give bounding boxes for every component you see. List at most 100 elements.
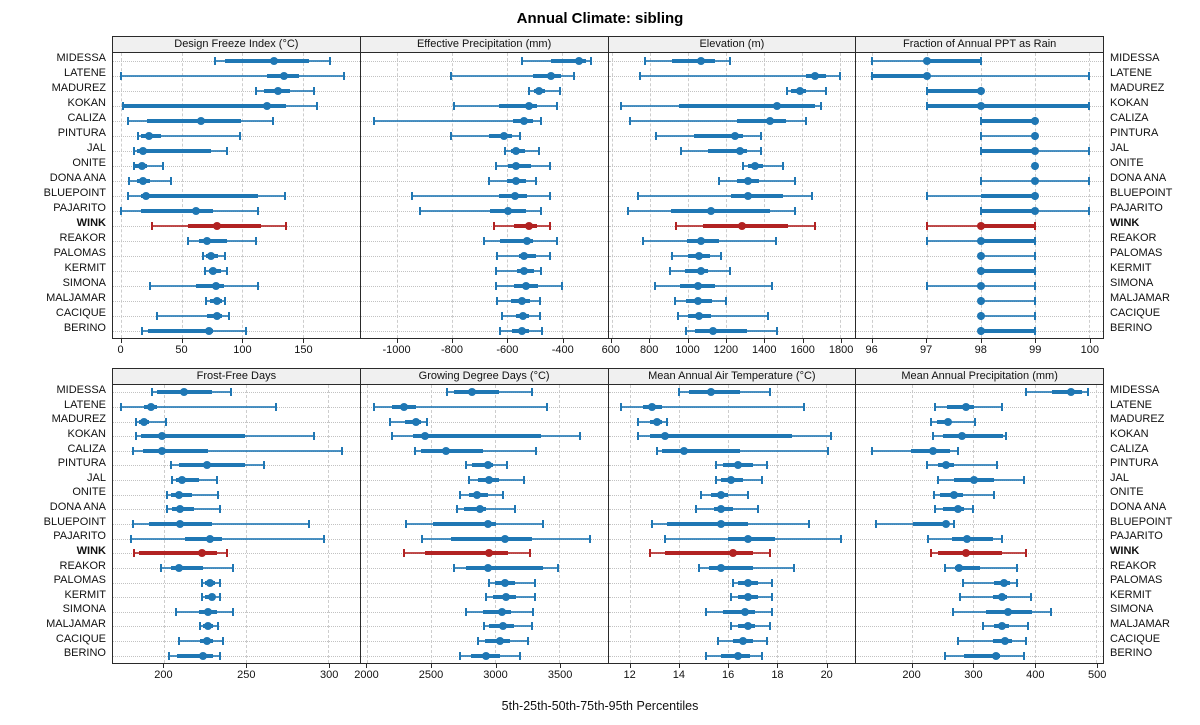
station-label-midessa: MIDESSA [56, 384, 106, 396]
station-label-caliza: CALIZA [67, 112, 106, 124]
percentile-row-kermit [361, 590, 608, 605]
median-dot [518, 296, 527, 305]
station-label-kokan: KOKAN [67, 427, 106, 440]
median-dot [726, 476, 735, 485]
percentile-row-latene [609, 68, 856, 83]
cap-95th [793, 176, 796, 185]
axis-tick-label: 14 [672, 669, 686, 681]
cap-95th [590, 56, 592, 65]
cap-5th [372, 116, 375, 125]
percentile-row-jal [113, 473, 360, 488]
iqr-bar-25-75 [140, 193, 259, 198]
median-dot [716, 563, 725, 572]
cap-95th [766, 637, 769, 646]
median-dot [485, 549, 494, 558]
panel-fraction-ppt-rain: Fraction of Annual PPT as Rain 96 97 98 99 10… [855, 36, 1104, 361]
cap-5th [405, 519, 408, 528]
percentile-row-palomas [609, 575, 856, 590]
percentile-row-pintura [609, 128, 856, 143]
panel-frost-free-days: Frost-Free Days 200 250 300 [112, 368, 361, 686]
median-dot [499, 131, 508, 140]
axis-frost-free-days: 200 250 300 [112, 664, 361, 686]
cap-5th [933, 505, 936, 514]
cap-95th [728, 266, 731, 275]
horizontal-gridline [113, 480, 360, 482]
horizontal-gridline [856, 150, 1103, 152]
horizontal-gridline [113, 582, 360, 584]
median-dot [738, 637, 747, 646]
axis-elevation: 600 800 1000 1200 1400 1600 1800 [602, 339, 857, 361]
station-label-kokan: KOKAN [67, 97, 106, 109]
percentile-row-palomas [113, 575, 360, 590]
figure-row-1: MIDESSA LATENE MADUREZ KOKAN CALIZA PINTURA JA… [0, 36, 1200, 361]
axis-tick-mark [1035, 664, 1037, 668]
cap-95th [1016, 578, 1019, 587]
axis-tick-label: 97 [920, 344, 933, 356]
cap-5th [141, 326, 144, 335]
median-dot [716, 490, 725, 499]
iqr-bar-25-75 [662, 448, 741, 453]
cap-5th [636, 432, 639, 441]
percentile-row-bluepoint [856, 517, 1103, 532]
median-dot [213, 311, 222, 320]
iqr-bar-25-75 [551, 58, 586, 63]
median-dot [262, 101, 271, 110]
panel-plot-fraction-ppt-rain [855, 53, 1104, 339]
axis-tick-mark [826, 664, 828, 668]
cap-5th [485, 593, 488, 602]
median-dot [519, 116, 528, 125]
cap-5th [166, 490, 169, 499]
station-label-palomas: PALOMAS [53, 247, 106, 259]
iqr-bar-25-75 [463, 507, 486, 512]
whisker-5-95 [945, 566, 1018, 569]
percentile-row-bluepoint [856, 188, 1103, 203]
median-dot [765, 116, 774, 125]
cap-95th [768, 388, 771, 397]
cap-95th [518, 131, 521, 140]
station-label-latene: LATENE [64, 398, 106, 411]
cap-5th [130, 534, 133, 543]
median-dot [518, 326, 527, 335]
cap-5th [649, 549, 652, 558]
cap-95th [523, 476, 526, 485]
whisker-5-95 [786, 89, 827, 92]
cap-95th [526, 637, 529, 646]
percentile-row-reakor [609, 233, 856, 248]
station-label-kermit: KERMIT [1110, 588, 1152, 601]
cap-95th [239, 131, 241, 140]
percentile-row-caliza [361, 113, 608, 128]
iqr-bar-25-75 [694, 328, 747, 333]
cap-95th [771, 607, 774, 616]
cap-95th [559, 86, 562, 95]
station-label-wink: WINK [76, 217, 106, 229]
chart-title: Annual Climate: sibling [516, 10, 684, 27]
cap-5th [186, 236, 189, 245]
median-dot [694, 296, 703, 305]
median-dot [510, 191, 519, 200]
iqr-bar-25-75 [980, 223, 1035, 228]
median-dot [199, 651, 208, 660]
percentile-row-cacique [856, 308, 1103, 323]
median-dot [810, 71, 819, 80]
cap-95th [312, 432, 315, 441]
axis-tick-label: -800 [440, 344, 463, 356]
iqr-bar-25-75 [980, 193, 1035, 198]
station-label-pajarito: PAJARITO [53, 530, 106, 543]
percentile-row-berino [113, 648, 360, 663]
station-label-palomas: PALOMAS [1110, 247, 1163, 259]
cap-5th [684, 326, 687, 335]
axis-tick-label: 96 [865, 344, 878, 356]
whisker-5-95 [412, 194, 551, 197]
iqr-bar-25-75 [198, 238, 227, 243]
median-dot [694, 311, 703, 320]
whisker-5-95 [620, 405, 804, 408]
cap-5th [254, 86, 257, 95]
median-dot [475, 505, 484, 514]
cap-95th [502, 490, 505, 499]
median-dot [203, 236, 212, 245]
percentile-row-onite [856, 487, 1103, 502]
panel-plot-growing-degree-days [359, 385, 609, 664]
median-dot [743, 593, 752, 602]
cap-5th [372, 402, 375, 411]
cap-5th [169, 461, 172, 470]
